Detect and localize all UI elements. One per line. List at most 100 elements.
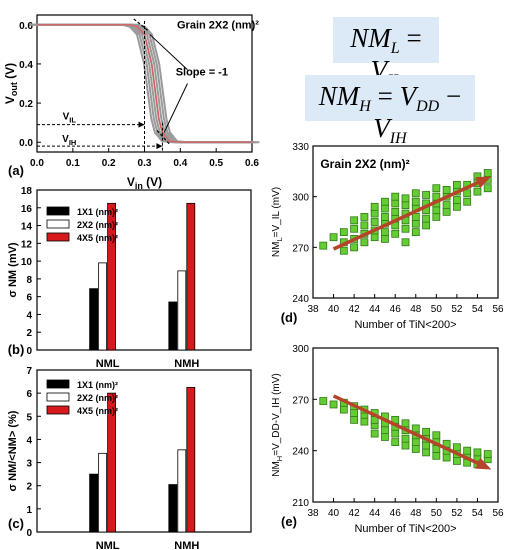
panel-e-xtick-label: 56 bbox=[492, 508, 504, 519]
eq-nmh-v1-sub: DD bbox=[416, 98, 440, 115]
panel-b-bar bbox=[98, 262, 108, 351]
panel-e-point bbox=[422, 427, 430, 436]
panel-c-bar bbox=[168, 484, 178, 533]
panel-d-point bbox=[381, 197, 389, 206]
panel-a-ytick-label: 0.2 bbox=[19, 99, 33, 110]
panel-e-xlabel: Number of TiN<200> bbox=[354, 523, 456, 535]
panel-d-point bbox=[360, 221, 369, 230]
panel-d-point bbox=[401, 238, 410, 247]
eq-nmh-eq: = bbox=[370, 81, 400, 111]
eq-nmh-v2: V bbox=[373, 113, 390, 143]
panel-b-ytick-label: 4 bbox=[26, 310, 32, 321]
panel-d-xtick-label: 38 bbox=[307, 304, 319, 315]
panel-d-point bbox=[483, 169, 492, 177]
panel-e-point bbox=[442, 453, 451, 462]
panel-d-point bbox=[360, 213, 369, 221]
panel-e-trend-line bbox=[332, 394, 489, 470]
panel-d-point bbox=[370, 218, 379, 226]
panel-a-ytick-label: 0.6 bbox=[19, 21, 33, 32]
panel-b-ytick-label: 10 bbox=[21, 257, 33, 268]
panel-a-curve bbox=[37, 24, 252, 143]
panel-d-point bbox=[381, 204, 389, 213]
panel-e-ytick-label: 210 bbox=[292, 498, 309, 509]
panel-e-point bbox=[339, 405, 348, 414]
panel-d-point bbox=[442, 186, 451, 194]
panel-c-ytick-label: 4 bbox=[26, 435, 32, 446]
panel-e-point bbox=[452, 443, 461, 452]
panel-e-point bbox=[370, 429, 379, 438]
panel-d-point bbox=[452, 180, 461, 189]
panel-e-xtick-label: 42 bbox=[349, 508, 361, 519]
panel-c-frame bbox=[36, 369, 252, 533]
panel-b-legend-label: 4X5 (nm)² bbox=[77, 233, 118, 243]
panel-e-point bbox=[473, 448, 482, 457]
panel-a-xtick-label: 0.2 bbox=[102, 158, 116, 169]
panel-d-point bbox=[473, 187, 482, 196]
panel-d-point bbox=[350, 224, 359, 233]
panel-a-ytick-label: 0.0 bbox=[19, 138, 33, 149]
panel-c-ytick-label: 5 bbox=[26, 412, 32, 423]
panel-c-label: (c) bbox=[8, 516, 24, 531]
panel-e-xtick-label: 40 bbox=[328, 508, 340, 519]
panel-d-point bbox=[432, 206, 441, 215]
panel-a-slope-label: Slope = -1 bbox=[176, 67, 228, 79]
panel-c-ytick-label: 7 bbox=[26, 366, 32, 377]
panel-e-point bbox=[350, 409, 359, 417]
panel-d-ytick-label: 330 bbox=[292, 142, 309, 153]
panel-d-point bbox=[411, 228, 420, 237]
panel-b-ytick-label: 2 bbox=[26, 328, 32, 339]
panel-b-category-label: NMH bbox=[174, 358, 199, 370]
panel-e-xtick-label: 44 bbox=[369, 508, 381, 519]
panel-b-ytick-label: 18 bbox=[21, 186, 33, 197]
panel-d-trend-arrowhead bbox=[475, 176, 492, 189]
panel-d-point bbox=[422, 191, 430, 199]
panel-d-xtick-label: 54 bbox=[472, 304, 484, 315]
panel-d-xtick-label: 50 bbox=[431, 304, 443, 315]
panel-d-point bbox=[422, 214, 430, 223]
panel-c-bar bbox=[186, 386, 196, 533]
panel-c-bar bbox=[89, 473, 99, 533]
panel-c-category-label: NMH bbox=[174, 540, 199, 550]
panel-c-ylabel: σ NM/<NM> (%) bbox=[7, 410, 19, 491]
panel-d-point bbox=[411, 197, 420, 206]
panel-b-legend-swatch bbox=[46, 206, 70, 216]
panel-d-point bbox=[381, 228, 389, 237]
panel-c-bar bbox=[107, 392, 117, 533]
panel-a-vih-arrowhead bbox=[156, 143, 163, 150]
panel-d-point bbox=[463, 189, 472, 198]
panel-e-ytick-label: 240 bbox=[292, 447, 309, 458]
panel-a-xtick-label: 0.4 bbox=[173, 158, 187, 169]
panel-a-xtick-label: 0.0 bbox=[30, 158, 44, 169]
panel-d-point bbox=[463, 197, 472, 206]
panel-a-xtick-label: 0.6 bbox=[245, 158, 259, 169]
panel-d-frame bbox=[312, 145, 499, 299]
panel-e-point bbox=[391, 429, 400, 438]
panel-b-legend-label: 2X2 (nm)² bbox=[77, 220, 118, 230]
panel-e-point bbox=[411, 424, 420, 433]
panel-b-ytick-label: 14 bbox=[21, 222, 33, 233]
panel-d-point bbox=[483, 184, 492, 193]
panel-d-point bbox=[370, 209, 379, 218]
panel-e-point bbox=[391, 438, 400, 447]
panel-b-frame bbox=[36, 189, 252, 351]
panel-e-point bbox=[432, 431, 441, 440]
panel-d-point bbox=[381, 234, 389, 243]
panel-c-legend-label: 2X2 (nm)² bbox=[77, 393, 118, 403]
panel-e-point bbox=[432, 451, 441, 460]
panel-a-vil-label: VIL bbox=[63, 112, 77, 125]
panel-d-point bbox=[452, 196, 461, 204]
panel-e-ytick-label: 270 bbox=[292, 395, 309, 406]
eq-nmh-lhs-sub: H bbox=[359, 98, 371, 115]
panel-b-ylabel: σ NM (mV) bbox=[7, 242, 19, 298]
panel-a-tangent-bottom bbox=[156, 130, 171, 145]
panel-e-xtick-label: 38 bbox=[307, 508, 319, 519]
panel-c-ytick-label: 1 bbox=[26, 505, 32, 516]
panel-a-slope-pointer-bottom bbox=[163, 83, 188, 133]
eq-nmh-v2-sub: IH bbox=[389, 130, 407, 147]
panel-c-ytick-label: 2 bbox=[26, 482, 32, 493]
panel-a-ytick-label: 0.4 bbox=[19, 60, 33, 71]
panel-e-point bbox=[422, 441, 430, 450]
panel-d-point bbox=[391, 229, 400, 238]
panel-d-title: Grain 2X2 (nm)² bbox=[320, 157, 409, 171]
panel-e-ytick-label: 300 bbox=[292, 344, 309, 355]
